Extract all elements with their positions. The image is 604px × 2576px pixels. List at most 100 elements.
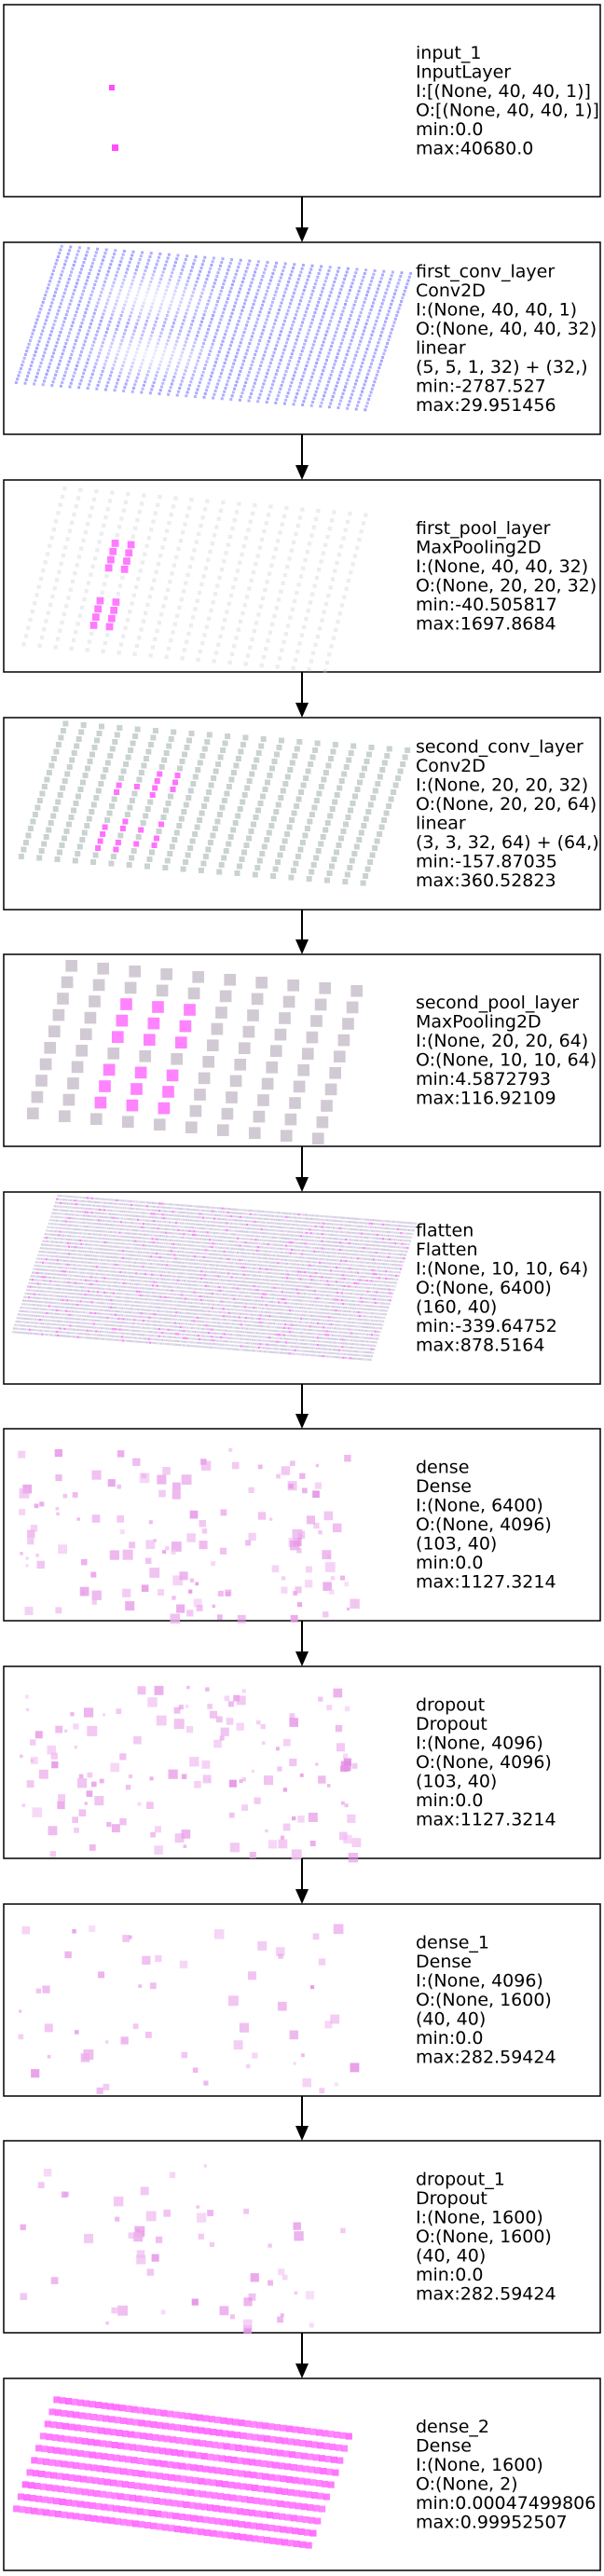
activation-cell [201, 317, 205, 320]
activation-cell [321, 1261, 323, 1265]
activation-cell [201, 803, 208, 809]
activation-cell [141, 1247, 144, 1251]
activation-cell [253, 1216, 255, 1220]
activation-cell [167, 1231, 170, 1235]
activation-cell [98, 1244, 101, 1247]
activation-cell [87, 1251, 89, 1254]
activation-cell [377, 831, 383, 837]
activation-cell [23, 634, 29, 638]
activation-cell [122, 1213, 125, 1216]
activation-cell [292, 403, 295, 406]
activation-cell [49, 1215, 53, 1218]
activation-cell [101, 258, 104, 262]
activation-cell [137, 1204, 140, 1207]
activation-cell [307, 386, 310, 390]
activation-cell [348, 317, 351, 321]
activation-cell [166, 256, 170, 260]
activation-cell [295, 1259, 299, 1263]
activation-cell [306, 278, 309, 281]
activation-cell [70, 1245, 73, 1249]
activation-cell [123, 1239, 126, 1241]
activation-cell [264, 1211, 267, 1213]
activation-cell [213, 1246, 215, 1249]
activation-cell [356, 837, 363, 843]
activation-cell [64, 1234, 67, 1238]
activation-cell [195, 334, 199, 337]
activation-cell [314, 740, 321, 747]
activation-cell [116, 592, 120, 596]
activation-cell [148, 1252, 151, 1254]
activation-cell [333, 1244, 336, 1247]
activation-cell [355, 1267, 358, 1270]
activation-cell [69, 646, 74, 651]
activation-cell [144, 610, 148, 615]
activation-cell [61, 1223, 64, 1226]
activation-cell [127, 293, 130, 296]
activation-cell [94, 308, 98, 311]
activation-cell [273, 1243, 277, 1246]
activation-cell [67, 1077, 79, 1089]
activation-cell [282, 1229, 285, 1233]
activation-cell [383, 1234, 386, 1237]
activation-cell [255, 554, 260, 558]
activation-cell [158, 1202, 161, 1205]
activation-cell [88, 1200, 90, 1203]
activation-cell [206, 1210, 210, 1213]
activation-cell [185, 311, 188, 315]
activation-cell [306, 307, 309, 310]
activation-cell [132, 358, 136, 362]
activation-cell [132, 1243, 136, 1246]
activation-cell [303, 1245, 306, 1249]
activation-cell [336, 553, 341, 557]
activation-cell [113, 1206, 116, 1209]
activation-cell [302, 400, 306, 404]
activation-cell [119, 1249, 122, 1253]
activation-cell [140, 1215, 143, 1218]
activation-cell [325, 301, 329, 305]
activation-cell [353, 1217, 357, 1220]
activation-cell [120, 768, 127, 774]
activation-cell [118, 1217, 121, 1220]
activation-cell [74, 285, 77, 289]
activation-cell [263, 1254, 267, 1256]
activation-cell [112, 1231, 115, 1234]
activation-cell [333, 569, 337, 573]
activation-cell [71, 1227, 74, 1230]
layer-name: first_conv_layer [416, 261, 555, 281]
activation-cell [133, 272, 137, 275]
activation-cell [374, 377, 378, 380]
activation-cell [332, 510, 336, 514]
activation-cell [72, 1245, 75, 1249]
activation-cell [151, 1252, 154, 1254]
activation-cell [199, 1223, 202, 1226]
activation-cell [205, 1249, 208, 1252]
activation-cell [377, 1219, 379, 1222]
activation-cell [169, 332, 172, 336]
activation-cell [197, 1244, 199, 1248]
activation-cell [340, 284, 344, 288]
activation-cell [78, 1213, 81, 1217]
activation-cell [256, 371, 260, 375]
activation-cell [158, 764, 165, 770]
activation-cell [129, 1250, 131, 1253]
activation-cell [329, 518, 335, 523]
activation-cell [319, 1218, 322, 1221]
activation-cell [138, 286, 142, 290]
activation-cell [199, 1226, 201, 1229]
activation-cell [53, 748, 60, 755]
activation-cell [48, 1229, 50, 1232]
activation-cell [152, 1241, 155, 1244]
activation-cell [59, 1201, 62, 1204]
activation-cell [206, 274, 210, 278]
activation-cell [205, 360, 209, 363]
activation-cell [275, 1240, 278, 1243]
activation-cell [107, 377, 111, 381]
activation-cell [378, 281, 382, 283]
activation-cell [103, 1237, 105, 1240]
activation-cell [82, 1236, 85, 1239]
activation-cell [286, 391, 290, 395]
activation-cell [166, 1069, 179, 1082]
activation-cell [241, 334, 245, 337]
activation-cell [255, 1242, 258, 1245]
activation-cell [219, 990, 232, 1003]
